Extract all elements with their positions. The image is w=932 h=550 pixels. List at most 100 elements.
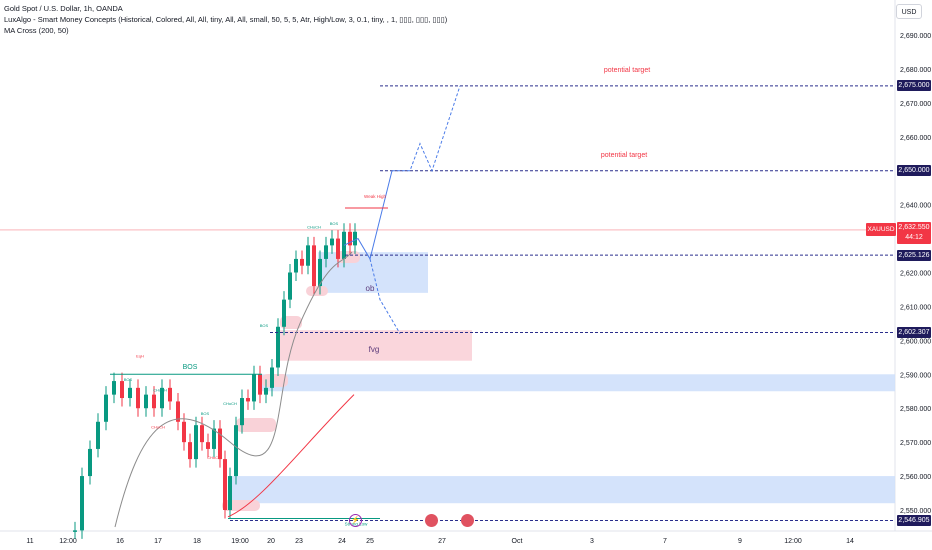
candle <box>336 238 340 259</box>
candle <box>182 421 186 443</box>
candle <box>96 421 100 449</box>
annotation-bos[interactable]: BOS <box>183 364 198 371</box>
price-tick-label: 2,660.000 <box>900 135 931 142</box>
liquidity-zone[interactable] <box>306 286 328 296</box>
indicator-legend-ma-cross[interactable]: MA Cross (200, 50) <box>4 26 69 35</box>
price-tick-label: 2,550.000 <box>900 508 931 515</box>
projection-path-dashed[interactable] <box>392 85 461 173</box>
time-tick-label: 19:00 <box>231 538 249 545</box>
candle <box>258 374 262 395</box>
candle <box>276 326 280 368</box>
ma200-line <box>114 251 353 528</box>
candle <box>288 272 292 300</box>
time-tick-label: 12:00 <box>784 538 802 545</box>
candle <box>218 428 222 460</box>
order-block-zone[interactable] <box>262 374 895 392</box>
time-tick-label: 18 <box>193 538 201 545</box>
time-tick-label: 27 <box>438 538 446 545</box>
candle <box>194 425 198 460</box>
candle <box>128 387 132 399</box>
time-tick-label: 24 <box>338 538 346 545</box>
time-tick-label: 7 <box>663 538 667 545</box>
last-price-value: 2,632.550 <box>898 224 930 231</box>
price-level-label: 2,602.307 <box>897 327 931 339</box>
smc-label: CHoCH <box>151 425 165 430</box>
candle <box>88 448 92 477</box>
time-tick-label: 16 <box>116 538 124 545</box>
candle <box>348 231 352 246</box>
time-tick-label: 9 <box>738 538 742 545</box>
indicator-legend-smc[interactable]: LuxAlgo - Smart Money Concepts (Historic… <box>4 15 448 24</box>
time-tick-label: 23 <box>295 538 303 545</box>
price-tick-label: 2,560.000 <box>900 474 931 481</box>
price-level-label: 2,675.000 <box>897 80 931 92</box>
time-tick-label: 25 <box>366 538 374 545</box>
time-tick-label: 11 <box>26 538 33 545</box>
candle <box>282 299 286 327</box>
candle <box>306 245 310 266</box>
candle <box>136 387 140 409</box>
candle <box>234 425 238 477</box>
candles <box>73 223 357 539</box>
symbol-title[interactable]: Gold Spot / U.S. Dollar, 1h, OANDA <box>4 4 123 13</box>
time-axis: 11 12:00 16 17 18 19:00 20 23 24 25 27 Oct 3 7 9 12:00 1… <box>26 538 854 545</box>
last-price-label: 2,632.550 44:12 <box>897 222 931 244</box>
price-level-label: 2,546.905 <box>897 515 931 526</box>
candle <box>73 530 77 532</box>
candle <box>330 238 334 246</box>
candle <box>120 381 124 399</box>
time-tick-label: 14 <box>846 538 854 545</box>
price-tick-label: 2,610.000 <box>900 304 931 311</box>
price-tick-label: 2,680.000 <box>900 67 931 74</box>
liquidity-zone[interactable] <box>262 374 288 387</box>
annotation-potential-target[interactable]: potential target <box>601 152 647 159</box>
smc-label: CHoCH <box>307 224 321 229</box>
smc-label: BOS <box>330 221 339 226</box>
candle <box>212 428 216 449</box>
annotation-fvg[interactable]: fvg <box>369 345 380 354</box>
candle <box>252 374 256 402</box>
price-level-label: 2,625.126 <box>897 249 931 261</box>
candle <box>324 245 328 259</box>
candle <box>160 387 164 409</box>
time-tick-label: 17 <box>154 538 162 545</box>
annotation-potential-target[interactable]: potential target <box>604 67 650 74</box>
candle <box>264 387 268 395</box>
candle <box>152 394 156 409</box>
smc-label: EqH <box>136 353 144 358</box>
projection-path[interactable] <box>343 170 393 261</box>
price-tick-label: 2,590.000 <box>900 372 931 379</box>
candle <box>223 459 227 510</box>
annotation-ob[interactable]: ob <box>366 284 375 293</box>
price-level-label: 2,650.000 <box>897 165 931 177</box>
candle <box>294 258 298 273</box>
smc-label: BOS <box>201 411 210 416</box>
fvg-zone[interactable] <box>277 330 472 361</box>
us-flag-icon[interactable] <box>461 514 474 527</box>
smc-label: CHoCH <box>223 401 237 406</box>
candle <box>240 398 244 426</box>
smc-label: CHoCH <box>153 387 167 392</box>
candle <box>80 476 84 531</box>
candle <box>168 387 172 402</box>
candle <box>228 476 232 510</box>
candle <box>200 425 204 443</box>
candle <box>144 394 148 409</box>
candle <box>112 381 116 395</box>
candle <box>353 231 357 246</box>
flash-icon[interactable]: ⚡ <box>349 514 362 527</box>
countdown: 44:12 <box>905 234 923 241</box>
symbol-tag: XAUUSD <box>866 223 896 236</box>
liquidity-zone[interactable] <box>236 418 276 432</box>
smc-label: CHoCH <box>207 455 221 460</box>
weak-high-label: Weak High <box>364 194 386 199</box>
us-flag-icon[interactable] <box>425 514 438 527</box>
price-tick-label: 2,600.000 <box>900 338 931 345</box>
candle <box>312 245 316 287</box>
order-block-zone[interactable] <box>230 476 895 504</box>
projection-alt-path[interactable] <box>369 258 401 334</box>
price-tick-label: 2,570.000 <box>900 440 931 447</box>
currency-button[interactable]: USD <box>896 4 922 19</box>
price-tick-label: 2,580.000 <box>900 406 931 413</box>
